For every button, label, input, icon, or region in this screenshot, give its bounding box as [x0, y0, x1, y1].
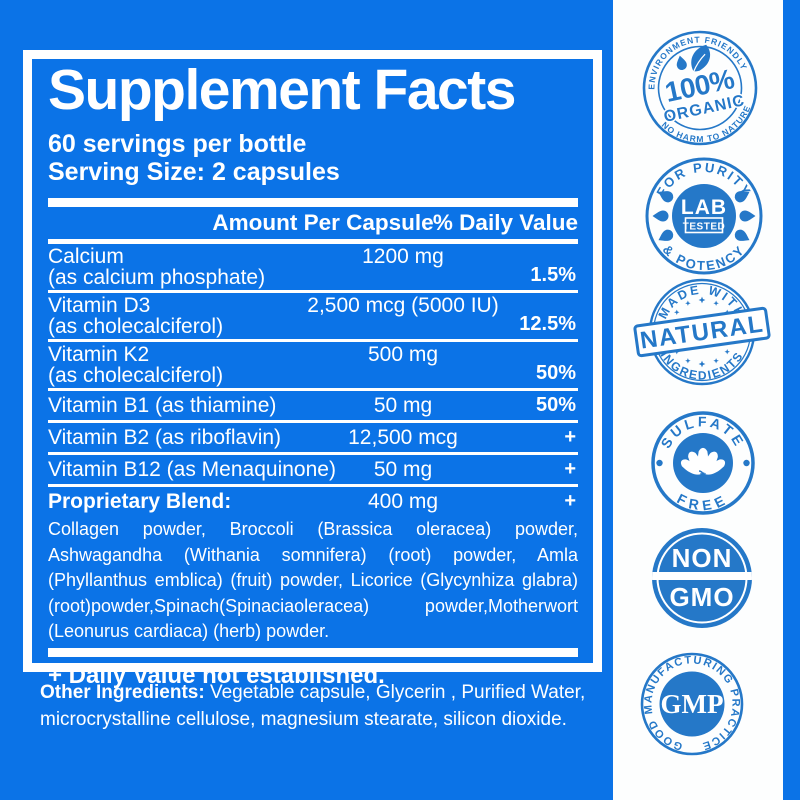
nutrient-source: (as cholecalciferol): [48, 364, 224, 387]
nutrient-name: Vitamin B2 (as riboflavin): [48, 426, 282, 449]
table-row: Calcium (as calcium phosphate) 1200 mg 1…: [48, 244, 578, 293]
divider-thick-bottom: [48, 647, 578, 657]
table-row: Vitamin B2 (as riboflavin) 12,500 mcg +: [48, 423, 578, 455]
nutrient-amount: 500 mg: [367, 343, 439, 366]
nutrient-amount: 400 mg: [367, 490, 439, 513]
tested-text: TESTED: [683, 222, 725, 233]
lab-text: LAB: [681, 196, 727, 219]
table-row: Vitamin D3 (as cholecalciferol) 2,500 mc…: [48, 293, 578, 342]
table-row: Vitamin B1 (as thiamine) 50 mg 50%: [48, 391, 578, 423]
table-header: Amount Per Capsule % Daily Value: [48, 207, 578, 239]
organic-badge: ENVIRONMENT FRIENDLY NO HARM TO NATURE 1…: [640, 28, 758, 148]
nutrient-amount: 2,500 mcg (5000 IU): [307, 294, 499, 317]
servings-per-bottle: 60 servings per bottle: [48, 130, 307, 158]
nutrient-daily-value: 12.5%: [519, 313, 576, 335]
other-ingredients-label: Other Ingredients:: [40, 682, 205, 703]
proprietary-blend-description: Collagen powder, Broccoli (Brassica oler…: [48, 519, 578, 641]
nutrient-name: Calcium: [48, 245, 124, 268]
gmo-text: GMO: [669, 582, 734, 612]
nutrient-name: Proprietary Blend:: [48, 490, 232, 513]
nutrient-name: Vitamin B12 (as Menaquinone): [48, 458, 336, 481]
column-header-amount: Amount Per Capsule: [212, 210, 434, 235]
other-ingredients-text: Vegetable capsule, Glycerin , Purified W…: [40, 682, 586, 730]
panel-content: Supplement Facts 60 servings per bottle …: [48, 59, 578, 689]
table-row: Vitamin K2 (as cholecalciferol) 500 mg 5…: [48, 342, 578, 391]
badge-strip: ENVIRONMENT FRIENDLY NO HARM TO NATURE 1…: [613, 0, 783, 800]
other-ingredients: Other Ingredients: Vegetable capsule, Gl…: [40, 679, 600, 733]
nutrient-amount: 1200 mg: [362, 245, 444, 268]
nutrient-name: Vitamin B1 (as thiamine): [48, 394, 277, 417]
drop-icon: [674, 54, 688, 71]
column-header-daily-value: % Daily Value: [432, 210, 578, 235]
nutrient-daily-value: +: [564, 490, 576, 512]
nutrient-source: (as calcium phosphate): [48, 266, 266, 289]
page-title: Supplement Facts: [48, 58, 516, 122]
nutrient-daily-value: 50%: [535, 362, 576, 384]
table-row: Vitamin B12 (as Menaquinone) 50 mg +: [48, 455, 578, 487]
header-rule: [48, 239, 578, 244]
nutrient-name: Vitamin K2: [48, 343, 150, 366]
serving-size: Serving Size: 2 capsules: [48, 158, 340, 186]
nutrient-daily-value: 1.5%: [530, 264, 576, 286]
divider-stripe: [652, 572, 752, 580]
non-text: NON: [672, 543, 733, 573]
non-gmo-badge: NON GMO: [652, 528, 752, 628]
nutrient-daily-value: 50%: [535, 394, 576, 416]
supplement-facts-panel: Supplement Facts 60 servings per bottle …: [23, 50, 602, 688]
nutrient-amount: 50 mg: [373, 394, 433, 417]
divider-thick-top: [48, 198, 578, 207]
nutrient-amount: 50 mg: [373, 458, 433, 481]
petals-icon: [678, 447, 728, 480]
nutrient-name: Vitamin D3: [48, 294, 151, 317]
natural-ingredients-badge: MADE WITH INGREDIENTS NATURAL: [633, 278, 771, 386]
leaf-icon: [691, 44, 711, 73]
sulfate-free-badge: SULFATE FREE: [651, 411, 755, 515]
lab-tested-badge: FOR PURITY & POTENCY LAB TESTED: [645, 157, 763, 275]
nutrient-amount: 12,500 mcg: [348, 426, 458, 449]
arc-text: FREE: [674, 490, 731, 513]
daily-value-footnote: + Daily Value not established.: [48, 661, 385, 689]
gmp-text: GMP: [661, 689, 724, 719]
nutrient-daily-value: +: [564, 458, 576, 480]
natural-banner: NATURAL: [633, 306, 771, 358]
nutrient-source: (as cholecalciferol): [48, 315, 224, 338]
table-row: Proprietary Blend: 400 mg +: [48, 487, 578, 516]
nutrient-daily-value: +: [564, 426, 576, 448]
gmp-badge: GOOD MANUFACTURING PRACTICE GMP: [640, 652, 744, 756]
